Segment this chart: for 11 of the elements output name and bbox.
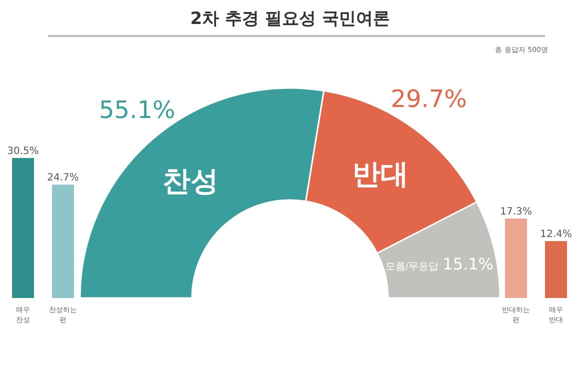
data-label: 17.3% bbox=[500, 206, 532, 218]
data-label: 55.1% bbox=[99, 96, 176, 124]
data-label: 24.7% bbox=[47, 172, 79, 184]
slice-label: 반대 bbox=[352, 157, 409, 190]
data-label: 30.5% bbox=[7, 146, 39, 157]
chart-title: 2차 추경 필요성 국민여론 bbox=[190, 9, 390, 29]
slice-label: 찬성 bbox=[162, 164, 218, 198]
data-label: 29.7% bbox=[390, 85, 467, 114]
data-label: 12.4% bbox=[540, 229, 572, 240]
slice-label: 모름/무응답 bbox=[385, 262, 439, 273]
data-label: 15.1% bbox=[442, 254, 494, 274]
